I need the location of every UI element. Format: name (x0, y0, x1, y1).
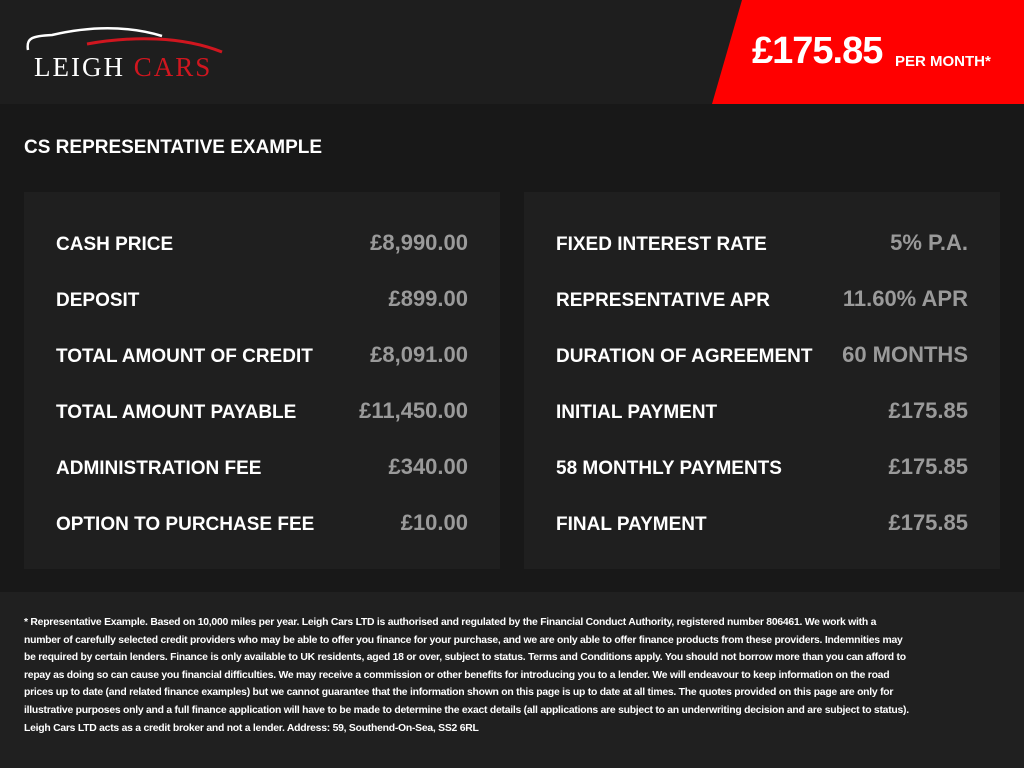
finance-value: £340.00 (388, 454, 468, 479)
footer: * Representative Example. Based on 10,00… (0, 592, 1024, 768)
finance-row: TOTAL AMOUNT PAYABLE £11,450.00 (56, 382, 468, 438)
finance-label: DURATION OF AGREEMENT (556, 346, 813, 367)
logo-text: LEIGH CARS (34, 52, 212, 83)
finance-value: 5% P.A. (890, 230, 968, 255)
finance-value: 11.60% APR (842, 286, 968, 311)
header: LEIGH CARS £175.85 PER MONTH* (0, 0, 1024, 104)
finance-row: CASH PRICE £8,990.00 (56, 214, 468, 270)
finance-value: £175.85 (888, 454, 968, 479)
finance-value: £8,990.00 (370, 230, 468, 255)
logo-word-leigh: LEIGH (34, 52, 125, 82)
finance-row: 58 MONTHLY PAYMENTS £175.85 (556, 438, 968, 494)
finance-label: ADMINISTRATION FEE (56, 458, 262, 479)
per-month-label: PER MONTH* (895, 53, 991, 70)
section-title: CS REPRESENTATIVE EXAMPLE (24, 137, 323, 158)
car-silhouette-icon (26, 27, 223, 54)
finance-row: ADMINISTRATION FEE £340.00 (56, 438, 468, 494)
finance-label: FINAL PAYMENT (556, 514, 707, 535)
finance-label: TOTAL AMOUNT OF CREDIT (56, 346, 313, 367)
finance-row: INITIAL PAYMENT £175.85 (556, 382, 968, 438)
finance-label: TOTAL AMOUNT PAYABLE (56, 402, 297, 423)
monthly-price-banner: £175.85 PER MONTH* (712, 0, 1024, 104)
finance-panel-left: CASH PRICE £8,990.00 DEPOSIT £899.00 TOTAL A… (24, 192, 500, 569)
finance-panel-right: FIXED INTEREST RATE 5% P.A. REPRESENTATIVE… (524, 192, 1000, 569)
finance-label: INITIAL PAYMENT (556, 402, 718, 423)
finance-row: FINAL PAYMENT £175.85 (556, 494, 968, 550)
finance-value: £899.00 (388, 286, 468, 311)
finance-value: £175.85 (888, 510, 968, 535)
finance-label: OPTION TO PURCHASE FEE (56, 514, 315, 535)
logo-word-cars: CARS (133, 52, 213, 82)
finance-value: £10.00 (400, 510, 468, 535)
finance-row: REPRESENTATIVE APR 11.60% APR (556, 270, 968, 326)
finance-label: 58 MONTHLY PAYMENTS (556, 458, 782, 479)
finance-label: FIXED INTEREST RATE (556, 234, 767, 255)
finance-row: TOTAL AMOUNT OF CREDIT £8,091.00 (56, 326, 468, 382)
finance-label: CASH PRICE (56, 234, 174, 255)
monthly-price: £175.85 (752, 30, 883, 72)
finance-label: DEPOSIT (56, 290, 140, 311)
finance-value: £11,450.00 (359, 398, 468, 423)
finance-value: £8,091.00 (370, 342, 468, 367)
finance-value: £175.85 (888, 398, 968, 423)
leigh-cars-logo[interactable]: LEIGH CARS (22, 24, 232, 84)
finance-row: OPTION TO PURCHASE FEE £10.00 (56, 494, 468, 550)
finance-label: REPRESENTATIVE APR (556, 290, 770, 311)
finance-value: 60 MONTHS (842, 342, 968, 367)
finance-row: DURATION OF AGREEMENT 60 MONTHS (556, 326, 968, 382)
finance-row: DEPOSIT £899.00 (56, 270, 468, 326)
finance-row: FIXED INTEREST RATE 5% P.A. (556, 214, 968, 270)
disclaimer-text: * Representative Example. Based on 10,00… (24, 617, 909, 734)
